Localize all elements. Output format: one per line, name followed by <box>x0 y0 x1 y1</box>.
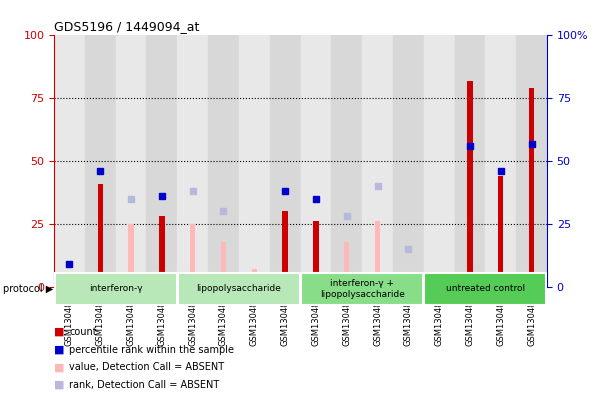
Bar <box>516 35 547 287</box>
Text: ■: ■ <box>54 345 64 355</box>
Bar <box>252 269 257 287</box>
Bar <box>498 176 504 287</box>
Text: protocol ▶: protocol ▶ <box>3 284 53 294</box>
Bar <box>178 273 300 305</box>
Bar <box>97 184 103 287</box>
Bar <box>159 217 165 287</box>
Bar <box>529 88 534 287</box>
Bar <box>129 224 134 287</box>
Text: interferon-γ: interferon-γ <box>89 285 142 293</box>
Bar <box>55 273 177 305</box>
Text: ■: ■ <box>54 380 64 390</box>
Bar <box>147 35 177 287</box>
Bar <box>115 35 147 287</box>
Bar <box>190 224 195 287</box>
Bar <box>331 35 362 287</box>
Bar <box>424 273 546 305</box>
Bar <box>239 35 270 287</box>
Bar <box>301 273 423 305</box>
Bar <box>424 35 454 287</box>
Bar <box>362 35 393 287</box>
Text: untreated control: untreated control <box>446 285 525 293</box>
Bar <box>406 274 411 287</box>
Text: GDS5196 / 1449094_at: GDS5196 / 1449094_at <box>54 20 200 33</box>
Bar <box>344 242 349 287</box>
Text: percentile rank within the sample: percentile rank within the sample <box>69 345 234 355</box>
Text: ■: ■ <box>54 327 64 337</box>
Text: value, Detection Call = ABSENT: value, Detection Call = ABSENT <box>69 362 224 373</box>
Bar <box>221 242 226 287</box>
Bar <box>375 222 380 287</box>
Text: count: count <box>69 327 97 337</box>
Bar <box>177 35 208 287</box>
Text: rank, Detection Call = ABSENT: rank, Detection Call = ABSENT <box>69 380 219 390</box>
Text: lipopolysaccharide: lipopolysaccharide <box>197 285 281 293</box>
Bar <box>208 35 239 287</box>
Bar <box>270 35 300 287</box>
Bar <box>300 35 331 287</box>
Bar <box>486 35 516 287</box>
Text: interferon-γ +
lipopolysaccharide: interferon-γ + lipopolysaccharide <box>320 279 404 299</box>
Bar <box>54 35 85 287</box>
Bar <box>467 81 472 287</box>
Bar <box>282 211 288 287</box>
Bar <box>313 222 319 287</box>
Bar <box>85 35 115 287</box>
Text: ■: ■ <box>54 362 64 373</box>
Bar <box>393 35 424 287</box>
Bar <box>454 35 486 287</box>
